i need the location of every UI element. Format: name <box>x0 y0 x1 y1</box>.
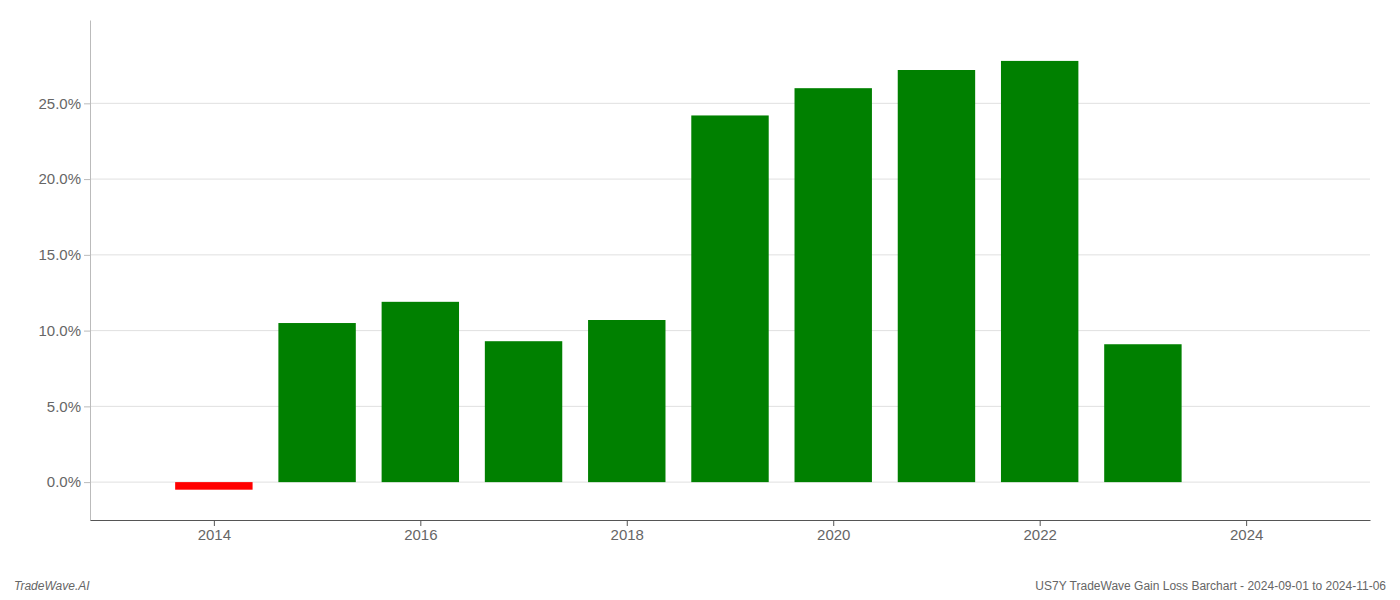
bar <box>691 115 768 482</box>
tick-mark <box>84 331 90 332</box>
tick-label: 25.0% <box>38 95 81 112</box>
axis-domain <box>90 21 91 521</box>
tick-mark <box>84 179 90 180</box>
bar <box>485 341 562 482</box>
tick-mark <box>84 406 90 407</box>
bar <box>898 70 975 482</box>
footer-text: US7Y TradeWave Gain Loss Barchart - 2024… <box>1035 579 1386 593</box>
tick-label: 5.0% <box>47 398 81 415</box>
y-tick: 15.0% <box>38 246 90 263</box>
tick-label: 20.0% <box>38 170 81 187</box>
bar <box>175 482 252 490</box>
tick-mark <box>84 103 90 104</box>
x-tick: 2022 <box>1023 520 1056 543</box>
bars <box>175 61 1181 490</box>
tick-label: 15.0% <box>38 246 81 263</box>
grid <box>90 103 1370 482</box>
bar <box>588 320 665 482</box>
x-tick: 2024 <box>1230 520 1263 543</box>
bar <box>382 302 459 482</box>
x-tick: 2020 <box>817 520 850 543</box>
chart-svg: 0.0% 5.0% 10.0% 15.0% 20.0% 25.0% 2014 2016 2018… <box>0 0 1400 600</box>
grid-line <box>90 103 1370 104</box>
tick-label: 2018 <box>611 526 644 543</box>
x-tick: 2014 <box>198 520 231 543</box>
x-tick: 2018 <box>611 520 644 543</box>
bar <box>1104 344 1181 482</box>
tick-mark <box>84 482 90 483</box>
y-tick: 10.0% <box>38 322 90 339</box>
tick-mark <box>84 255 90 256</box>
bar <box>795 88 872 482</box>
x-axis: 2014 2016 2018 2020 2022 2024 <box>91 520 1371 543</box>
y-tick: 5.0% <box>47 398 90 415</box>
bar <box>278 323 355 482</box>
y-axis: 0.0% 5.0% 10.0% 15.0% 20.0% 25.0% <box>38 21 90 521</box>
x-tick: 2016 <box>404 520 437 543</box>
plot: 0.0% 5.0% 10.0% 15.0% 20.0% 25.0% 2014 2016 2018… <box>38 21 1370 543</box>
y-tick: 25.0% <box>38 95 90 112</box>
y-tick: 20.0% <box>38 170 90 187</box>
tick-label: 2016 <box>404 526 437 543</box>
bar <box>1001 61 1078 482</box>
tick-label: 2024 <box>1230 526 1263 543</box>
footer-text: TradeWave.AI <box>14 579 90 593</box>
tick-label: 2022 <box>1023 526 1056 543</box>
y-tick: 0.0% <box>47 473 90 490</box>
tick-label: 2020 <box>817 526 850 543</box>
axis-domain <box>91 520 1371 521</box>
tick-label: 0.0% <box>47 473 81 490</box>
tick-label: 10.0% <box>38 322 81 339</box>
tick-label: 2014 <box>198 526 231 543</box>
